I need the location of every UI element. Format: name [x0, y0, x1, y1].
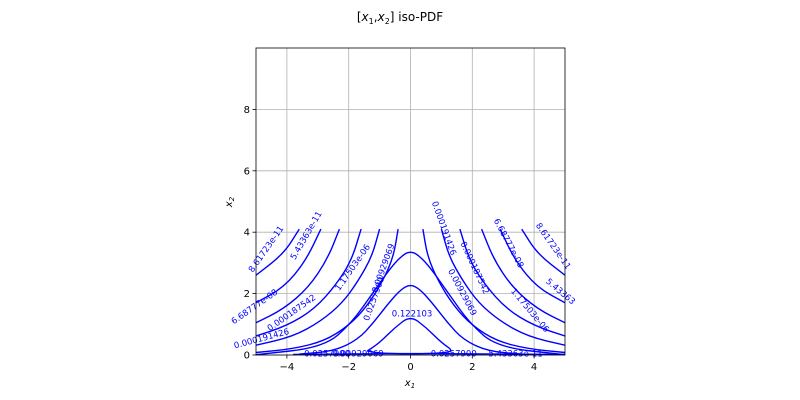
contour-line	[256, 228, 300, 276]
y-axis-label: x2	[224, 196, 236, 208]
chart-title: [x1,x2] iso-PDF	[357, 10, 443, 26]
contour-line	[521, 228, 565, 276]
contour-level-label: 5.43363	[543, 277, 576, 307]
contour-line	[256, 228, 362, 337]
y-tick-label: 6	[244, 166, 250, 177]
y-tick-label: 8	[244, 105, 250, 116]
contour-level-label: 1.17503e-06	[334, 243, 373, 293]
contour-line	[256, 228, 381, 346]
x-axis-label: x1	[404, 378, 415, 390]
x-tick-label: 2	[469, 362, 475, 373]
contour-labels: 0.1221030.02579000.009290691.17503e-065.…	[230, 200, 577, 359]
contour-level-label: 0.122103	[392, 310, 433, 320]
contour-line	[440, 228, 565, 346]
contour-line	[299, 284, 522, 355]
contour-level-label: 0.0257900	[431, 350, 477, 360]
contour-level-label: 0.0257900	[304, 350, 350, 360]
axis-ticks: −4 −2 0 2 4 0 2 4 6 8	[244, 105, 538, 373]
contour-line	[480, 228, 565, 324]
x-tick-label: 0	[407, 362, 413, 373]
contour-line	[256, 228, 341, 324]
contour-level-label: 8.61723e-11	[533, 221, 572, 271]
contour-line	[256, 228, 322, 304]
x-tick-label: −2	[341, 362, 356, 373]
contour-level-label: 0.00929069	[332, 350, 383, 360]
contour-line	[256, 251, 565, 355]
contour-line	[422, 228, 565, 354]
contour-line	[459, 228, 565, 337]
y-tick-label: 0	[244, 351, 250, 362]
contour-line	[499, 228, 565, 304]
x-tick-label: 4	[531, 362, 537, 373]
contour-level-label: 0.000191426	[429, 200, 458, 257]
contour-line	[293, 352, 565, 355]
y-tick-label: 2	[244, 289, 250, 300]
contour-lines	[256, 228, 565, 355]
y-tick-label: 4	[244, 228, 250, 239]
contour-line	[256, 228, 399, 354]
x-tick-label: −4	[280, 362, 295, 373]
contour-level-label: 5.43363e-11	[488, 350, 542, 360]
